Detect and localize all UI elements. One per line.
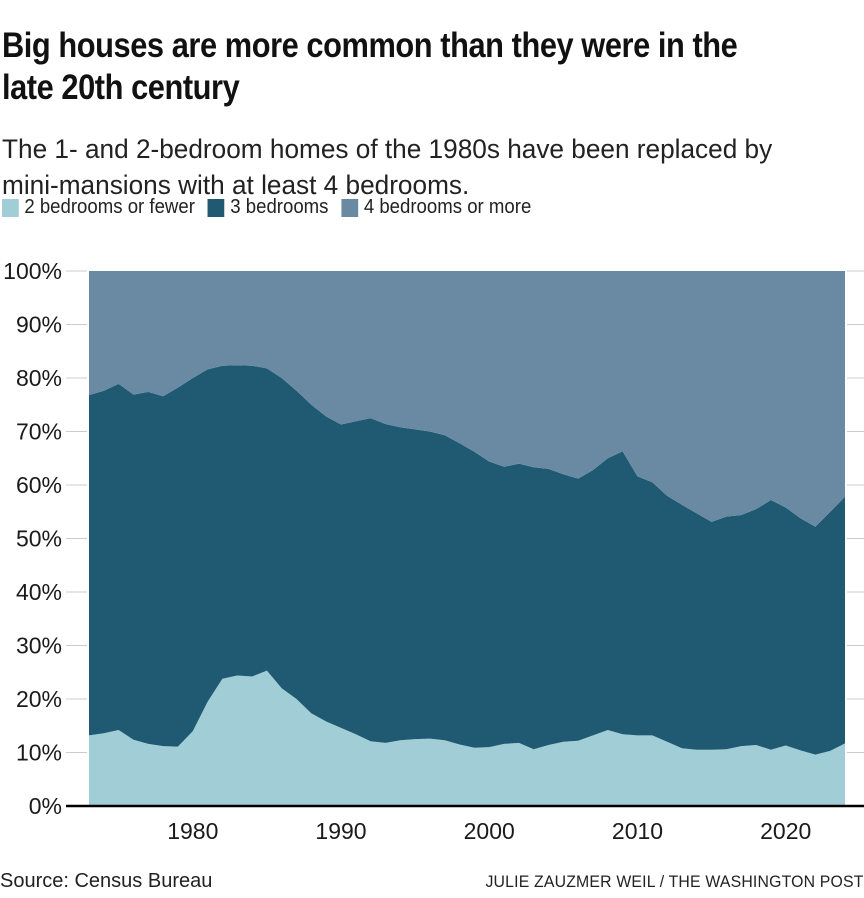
y-axis-label-0%: 0% xyxy=(29,793,62,819)
subtitle-line-1: The 1- and 2-bedroom homes of the 1980s … xyxy=(2,134,773,164)
chart-title: Big houses are more common than they wer… xyxy=(2,25,738,109)
area-2-bedrooms-or-fewer xyxy=(89,670,845,806)
area-3-bedrooms xyxy=(89,365,845,755)
x-axis-label-1980: 1980 xyxy=(167,818,218,844)
legend-label-4-bedrooms-or-more: 4 bedrooms or more xyxy=(363,196,532,218)
legend-item-2-bedrooms-or-fewer: 2 bedrooms or fewer xyxy=(2,196,195,219)
area-4-bedrooms-or-more xyxy=(89,271,845,527)
legend-swatch-3-bedrooms xyxy=(207,198,225,217)
legend: 2 bedrooms or fewer 3 bedrooms 4 bedroom… xyxy=(2,196,531,219)
y-axis-label-60%: 60% xyxy=(16,472,62,498)
x-axis-label-1990: 1990 xyxy=(315,818,366,844)
y-axis-label-100%: 100% xyxy=(3,258,62,284)
source-note: Source: Census Bureau xyxy=(0,870,213,892)
x-axis-label-2000: 2000 xyxy=(464,818,515,844)
legend-swatch-2-bedrooms-or-fewer xyxy=(2,198,19,217)
legend-item-4-bedrooms-or-more: 4 bedrooms or more xyxy=(341,196,531,219)
chart-subtitle: The 1- and 2-bedroom homes of the 1980s … xyxy=(2,131,772,203)
y-axis-label-40%: 40% xyxy=(16,579,62,605)
y-axis-label-50%: 50% xyxy=(16,526,62,552)
legend-item-3-bedrooms: 3 bedrooms xyxy=(207,196,329,219)
y-axis-label-10%: 10% xyxy=(16,740,62,766)
title-line-1: Big houses are more common than they wer… xyxy=(2,26,738,66)
legend-swatch-4-bedrooms-or-more xyxy=(341,198,359,217)
footer: Source: Census Bureau JULIE ZAUZMER WEIL… xyxy=(0,870,864,893)
stacked-area-chart: 0% 10% 20% 30% 40% 50% 60% 70% 80% 90% 100% 1980 199… xyxy=(3,258,864,844)
legend-label-3-bedrooms: 3 bedrooms xyxy=(230,196,329,218)
subtitle-line-2: mini-mansions with at least 4 bedrooms. xyxy=(2,170,470,200)
byline-credit: JULIE ZAUZMER WEIL / THE WASHINGTON POST xyxy=(485,872,864,891)
y-axis-label-30%: 30% xyxy=(16,633,62,659)
y-axis-label-20%: 20% xyxy=(16,686,62,712)
x-axis-label-2010: 2010 xyxy=(612,818,663,844)
y-axis-label-70%: 70% xyxy=(16,419,62,445)
y-axis-label-80%: 80% xyxy=(16,365,62,391)
y-axis-label-90%: 90% xyxy=(16,312,62,338)
title-line-2: late 20th century xyxy=(2,68,240,108)
legend-label-2-bedrooms-or-fewer: 2 bedrooms or fewer xyxy=(24,196,195,218)
x-axis-label-2020: 2020 xyxy=(760,818,811,844)
